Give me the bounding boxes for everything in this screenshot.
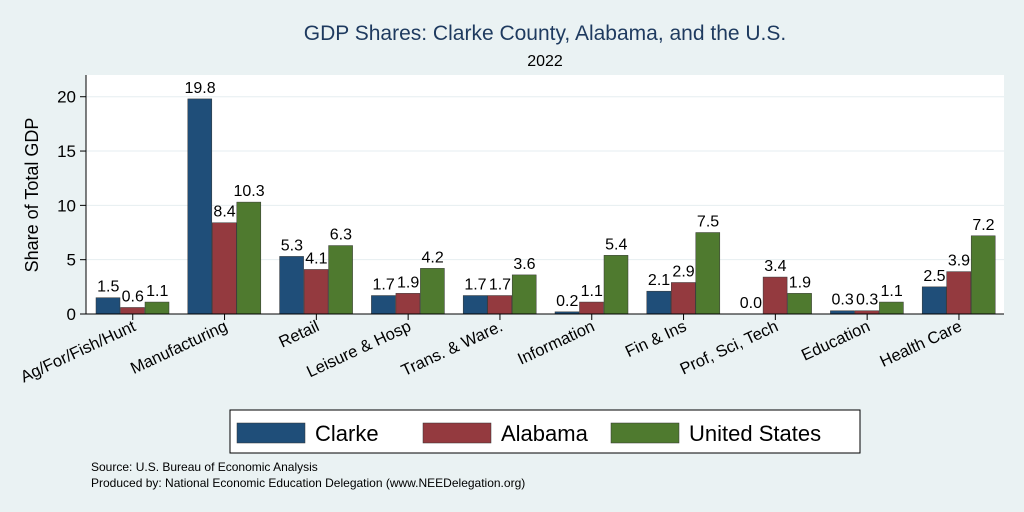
- data-label: 5.4: [605, 236, 627, 253]
- data-label: 7.5: [697, 214, 719, 231]
- data-label: 3.4: [764, 258, 786, 275]
- data-label: 6.3: [330, 227, 352, 244]
- bar-alabama: [946, 271, 971, 315]
- bar-clarke: [921, 286, 947, 315]
- legend-label: Clarke: [315, 421, 379, 446]
- y-tick-label: 10: [57, 196, 76, 215]
- bar-clarke: [187, 98, 213, 315]
- data-label: 1.1: [881, 283, 903, 300]
- legend-swatch-alabama: [422, 422, 492, 444]
- data-label: 1.9: [397, 274, 419, 291]
- x-tick-label: Fin & Ins: [623, 317, 690, 361]
- legend-label: United States: [689, 421, 821, 446]
- data-label: 4.2: [422, 249, 444, 266]
- bar-clarke: [95, 297, 121, 315]
- bar-alabama: [487, 295, 512, 315]
- legend-label: Alabama: [501, 421, 589, 446]
- bar-clarke: [279, 256, 304, 315]
- bar-alabama: [303, 269, 329, 315]
- bar-alabama: [120, 307, 145, 315]
- bar-united-states: [787, 293, 812, 315]
- bar-alabama: [762, 276, 788, 315]
- bar-united-states: [328, 245, 353, 315]
- bars: [95, 98, 996, 315]
- y-axis-ticks: 0 5 10 15 20: [57, 88, 86, 324]
- x-tick-label: Education: [799, 317, 873, 364]
- x-tick-label: Information: [515, 317, 597, 368]
- data-label: 0.3: [856, 292, 878, 309]
- x-tick-label: Trans. & Ware.: [399, 317, 506, 380]
- data-label: 2.1: [648, 272, 670, 289]
- bar-clarke: [462, 295, 488, 315]
- data-label: 1.7: [373, 277, 395, 294]
- bar-united-states: [695, 232, 721, 315]
- source-note: Source: U.S. Bureau of Economic Analysis: [91, 460, 318, 474]
- legend-swatch-united-states: [610, 422, 680, 444]
- data-label: 0.3: [832, 292, 854, 309]
- bar-alabama: [212, 222, 237, 315]
- bar-united-states: [144, 301, 170, 315]
- data-label: 4.1: [305, 250, 327, 267]
- data-label: 0.2: [556, 293, 578, 310]
- legend: Clarke Alabama United States: [229, 409, 861, 454]
- bar-alabama: [579, 301, 604, 315]
- y-axis-title: Share of Total GDP: [22, 118, 42, 273]
- data-label: 8.4: [213, 204, 235, 221]
- x-tick-label: Health Care: [877, 317, 964, 371]
- x-tick-label: Retail: [276, 317, 322, 351]
- bar-alabama: [671, 282, 696, 315]
- data-label: 0.0: [740, 295, 762, 312]
- data-label: 2.9: [672, 263, 694, 280]
- data-label: 1.9: [789, 274, 811, 291]
- bar-clarke: [371, 295, 396, 315]
- x-tick-label: Prof, Sci, Tech: [677, 317, 781, 378]
- chart-subtitle: 2022: [527, 53, 563, 70]
- chart-title: GDP Shares: Clarke County, Alabama, and …: [304, 22, 786, 45]
- data-label: 19.8: [184, 80, 215, 97]
- data-labels: 1.50.6 1.119.88.410.35.34.16.31.7 1.94.21.…: [97, 80, 995, 312]
- x-tick-label: Manufacturing: [128, 317, 230, 378]
- data-label: 1.1: [581, 283, 603, 300]
- y-tick-label: 0: [67, 305, 76, 324]
- legend-box: [229, 409, 861, 454]
- bar-united-states: [236, 201, 262, 315]
- legend-items: Clarke Alabama United States: [236, 421, 821, 446]
- data-label: 1.7: [489, 277, 511, 294]
- bar-alabama: [395, 293, 421, 315]
- data-label: 2.5: [923, 268, 945, 285]
- data-label: 7.2: [972, 217, 994, 234]
- data-label: 3.9: [948, 253, 970, 270]
- data-label: 1.7: [464, 277, 486, 294]
- data-label: 1.1: [146, 283, 168, 300]
- bar-clarke: [646, 290, 672, 315]
- bar-united-states: [603, 255, 629, 315]
- x-tick-label: Leisure & Hosp: [304, 317, 414, 381]
- y-tick-label: 5: [67, 251, 76, 270]
- data-label: 1.5: [97, 279, 119, 296]
- data-label: 5.3: [281, 237, 303, 254]
- y-tick-label: 15: [57, 142, 76, 161]
- data-label: 0.6: [122, 288, 144, 305]
- y-tick-label: 20: [57, 88, 76, 107]
- bar-united-states: [511, 274, 537, 315]
- data-label: 10.3: [233, 183, 264, 200]
- bar-united-states: [879, 301, 904, 315]
- produced-by-note: Produced by: National Economic Education…: [91, 476, 525, 490]
- bar-united-states: [970, 235, 996, 315]
- bar-united-states: [420, 268, 445, 315]
- x-tick-label: Ag/For/Fish/Hunt: [18, 317, 139, 386]
- legend-swatch-clarke: [236, 422, 306, 444]
- data-label: 3.6: [513, 256, 535, 273]
